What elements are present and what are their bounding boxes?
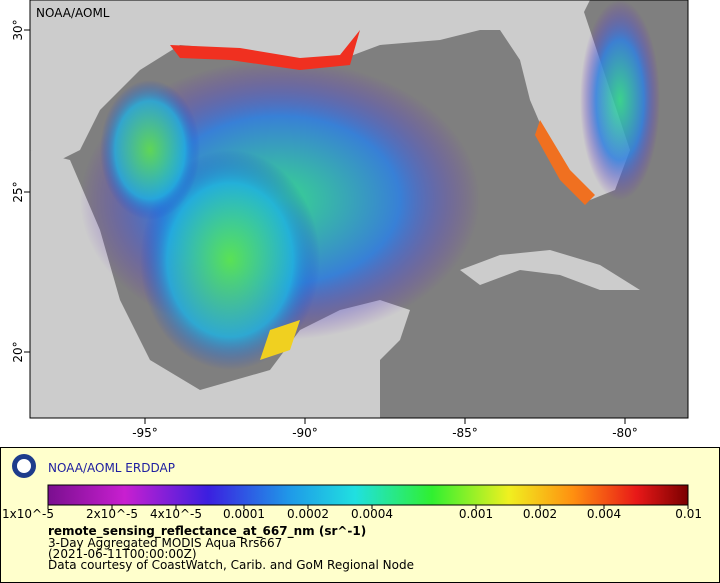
legend-title: NOAA/AOML ERDDAP [48,461,175,475]
colorbar-tick-label: 0.004 [587,507,621,521]
colorbar-tick-label: 0.01 [675,507,702,521]
coastal-high [170,30,360,70]
colorbar-tick-label: 0.0004 [351,507,393,521]
colorbar-tick-label: 0.002 [523,507,557,521]
data-field [140,150,320,370]
colorbar-tick-label: 0.0002 [287,507,329,521]
data-field [580,0,660,200]
colorbar-tick-label: 2x10^-5 [86,507,138,521]
land-mexico [30,150,410,418]
colorbar-tick-label: 4x10^-5 [150,507,202,521]
lat-tick-label: 25° [11,181,25,202]
map-border [29,0,689,419]
colorbar [47,484,689,506]
legend-box [0,447,720,583]
land-us [30,0,688,200]
legend-line: (2021-06-11T00:00:00Z) [48,547,197,561]
noaa-logo-inner [17,459,31,473]
lon-tick-label: -80° [612,426,638,440]
variable-name: remote_sensing_reflectance_at_667_nm (sr… [48,524,366,539]
lat-tick-label: 20° [11,341,25,362]
lon-tick-label: -95° [132,426,158,440]
legend-line: Data courtesy of CoastWatch, Carib. and … [48,558,414,572]
colorbar-tick-label: 0.001 [459,507,493,521]
land-north [30,0,590,160]
lat-tick-label: 30° [11,19,25,40]
lon-tick-label: -90° [292,426,318,440]
land-cuba [460,250,640,290]
colorbar-tick-label: 1x10^-5 [2,507,54,521]
watermark: NOAA/AOML [36,6,110,20]
map-frame: NOAA/AOML [29,0,689,419]
coastal-high [535,120,595,205]
colorbar-tick-label: 0.0001 [223,507,265,521]
data-field [100,80,200,220]
legend-line: 3-Day Aggregated MODIS Aqua Rrs667 [48,536,282,550]
coastal-high [260,320,300,360]
lon-tick-label: -85° [452,426,478,440]
